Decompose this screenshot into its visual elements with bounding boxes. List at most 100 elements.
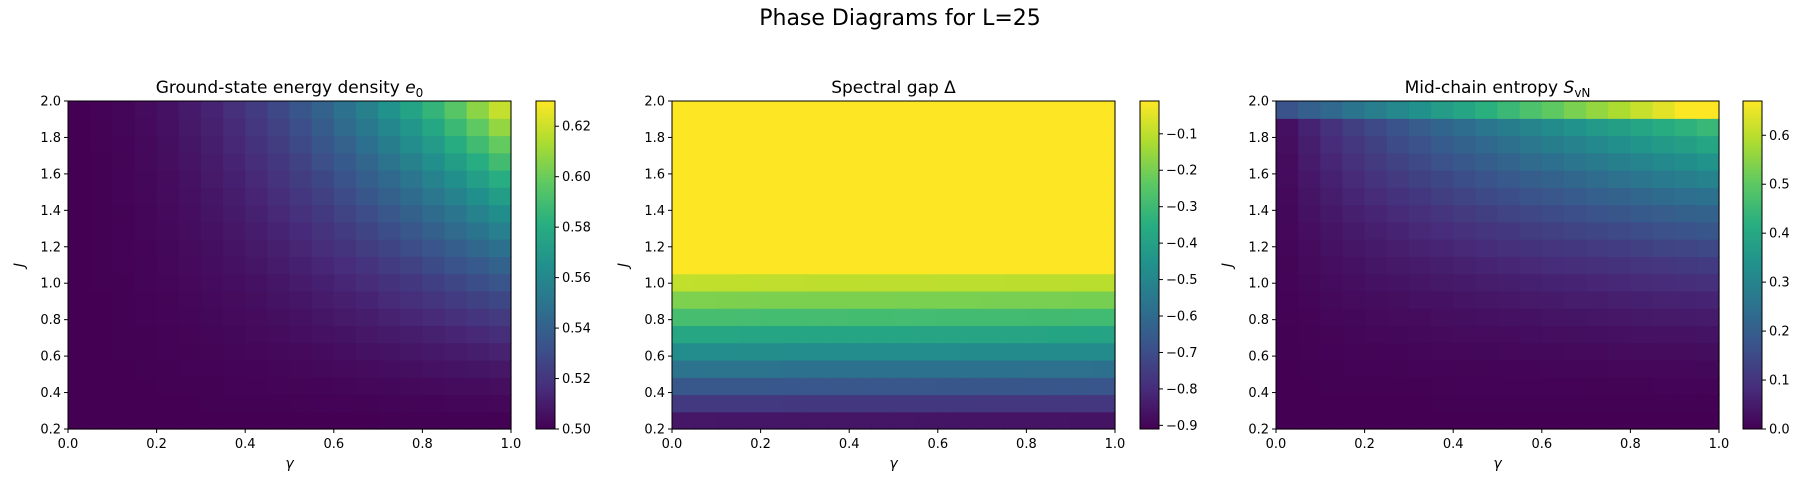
heatmap-cell bbox=[1364, 411, 1388, 430]
heatmap-cell bbox=[311, 204, 335, 223]
x-tick-label: 0.2 bbox=[146, 437, 167, 452]
heatmap-cell bbox=[68, 170, 91, 188]
heatmap-cell bbox=[827, 394, 850, 413]
heatmap-cell bbox=[937, 411, 961, 430]
heatmap-cell bbox=[289, 377, 313, 396]
heatmap-cell bbox=[1004, 239, 1027, 257]
heatmap-cell bbox=[915, 359, 939, 378]
heatmap-cell bbox=[1004, 118, 1027, 137]
heatmap-cell bbox=[400, 377, 423, 396]
heatmap-cell bbox=[672, 342, 695, 361]
heatmap-cell bbox=[289, 152, 313, 171]
heatmap-cell bbox=[267, 290, 291, 309]
heatmap-cell bbox=[1453, 273, 1476, 292]
heatmap-cell bbox=[1431, 187, 1454, 206]
heatmap-cell bbox=[1004, 290, 1027, 309]
heatmap-cell bbox=[672, 256, 695, 275]
heatmap-cell bbox=[267, 256, 291, 275]
heatmap-cell bbox=[827, 221, 850, 240]
heatmap-cell bbox=[849, 170, 872, 188]
heatmap-cell bbox=[1070, 187, 1094, 206]
heatmap-cell bbox=[1342, 135, 1366, 154]
heatmap-cell bbox=[1696, 342, 1720, 361]
y-tick-label: 0.6 bbox=[644, 350, 665, 365]
heatmap-cell bbox=[90, 273, 113, 292]
heatmap-cell bbox=[400, 118, 423, 137]
heatmap-cell bbox=[1048, 239, 1072, 257]
heatmap-cell bbox=[178, 394, 202, 413]
y-tick-label: 0.6 bbox=[1248, 350, 1269, 365]
heatmap-cell bbox=[378, 359, 401, 378]
heatmap-cell bbox=[311, 273, 335, 292]
heatmap-cell bbox=[1563, 256, 1587, 275]
heatmap-cell bbox=[871, 325, 895, 344]
heatmap-cell bbox=[112, 187, 136, 206]
heatmap-cell bbox=[1320, 359, 1344, 378]
heatmap-cell bbox=[804, 273, 828, 292]
heatmap-cell bbox=[134, 273, 158, 292]
heatmap-cell bbox=[355, 342, 379, 361]
heatmap-cell bbox=[1408, 394, 1432, 413]
y-tick-label: 1.8 bbox=[1248, 131, 1269, 146]
heatmap-cell bbox=[267, 101, 291, 119]
heatmap-cell bbox=[112, 377, 136, 396]
heatmap-cell bbox=[1608, 325, 1631, 344]
heatmap-cell bbox=[112, 359, 136, 378]
heatmap-cell bbox=[1586, 290, 1609, 309]
heatmap-cell bbox=[112, 101, 136, 119]
heatmap-cell bbox=[1092, 221, 1116, 240]
heatmap-cell bbox=[782, 256, 806, 275]
heatmap-cell bbox=[1026, 187, 1050, 206]
heatmap-cell bbox=[1070, 204, 1094, 223]
heatmap-cell bbox=[1048, 152, 1072, 171]
heatmap-cell bbox=[1586, 342, 1609, 361]
heatmap-cell bbox=[68, 221, 91, 240]
heatmap-cell bbox=[1519, 411, 1543, 430]
heatmap-cell bbox=[1408, 377, 1432, 396]
heatmap-cell bbox=[422, 325, 446, 344]
heatmap-cell bbox=[716, 359, 740, 378]
heatmap-cell bbox=[1497, 325, 1521, 344]
heatmap-cell bbox=[378, 118, 401, 137]
heatmap-cell bbox=[422, 239, 446, 257]
heatmap-cell bbox=[311, 101, 335, 119]
heatmap-cell bbox=[937, 239, 961, 257]
heatmap-cell bbox=[1320, 239, 1344, 257]
heatmap-cell bbox=[1674, 101, 1698, 119]
heatmap-cell bbox=[134, 308, 158, 327]
heatmap-cell bbox=[1431, 359, 1454, 378]
heatmap-cell bbox=[694, 152, 717, 171]
heatmap-cell bbox=[871, 273, 895, 292]
heatmap-cell bbox=[849, 101, 872, 119]
heatmap-cell bbox=[871, 152, 895, 171]
heatmap-cell bbox=[1364, 135, 1388, 154]
heatmap-cell bbox=[1276, 342, 1299, 361]
heatmap-cell bbox=[355, 394, 379, 413]
heatmap-cell bbox=[1674, 221, 1698, 240]
heatmap-cell bbox=[694, 256, 717, 275]
heatmap-cell bbox=[1004, 152, 1027, 171]
heatmap-cell bbox=[68, 290, 91, 309]
colorbar-tick-label: −0.6 bbox=[1166, 310, 1198, 325]
heatmap-cell bbox=[466, 359, 490, 378]
x-axis-label: γ bbox=[889, 456, 898, 472]
heatmap-cell bbox=[1475, 101, 1499, 119]
heatmap-cell bbox=[1608, 187, 1631, 206]
y-tick-label: 0.4 bbox=[644, 386, 665, 401]
heatmap-cell bbox=[1408, 170, 1432, 188]
heatmap-cell bbox=[355, 411, 379, 430]
heatmap-cell bbox=[694, 308, 717, 327]
heatmap-cell bbox=[893, 118, 917, 137]
heatmap-cell bbox=[804, 359, 828, 378]
heatmap-cell bbox=[1652, 359, 1676, 378]
heatmap-cell bbox=[289, 342, 313, 361]
heatmap-cell bbox=[849, 204, 872, 223]
heatmap-cell bbox=[444, 204, 468, 223]
heatmap-cell bbox=[1364, 377, 1388, 396]
heatmap-cell bbox=[937, 221, 961, 240]
heatmap-cell bbox=[1630, 170, 1654, 188]
y-tick-label: 1.2 bbox=[644, 240, 665, 255]
heatmap-cell bbox=[1004, 135, 1027, 154]
heatmap-cell bbox=[1453, 290, 1476, 309]
heatmap-cell bbox=[1276, 273, 1299, 292]
